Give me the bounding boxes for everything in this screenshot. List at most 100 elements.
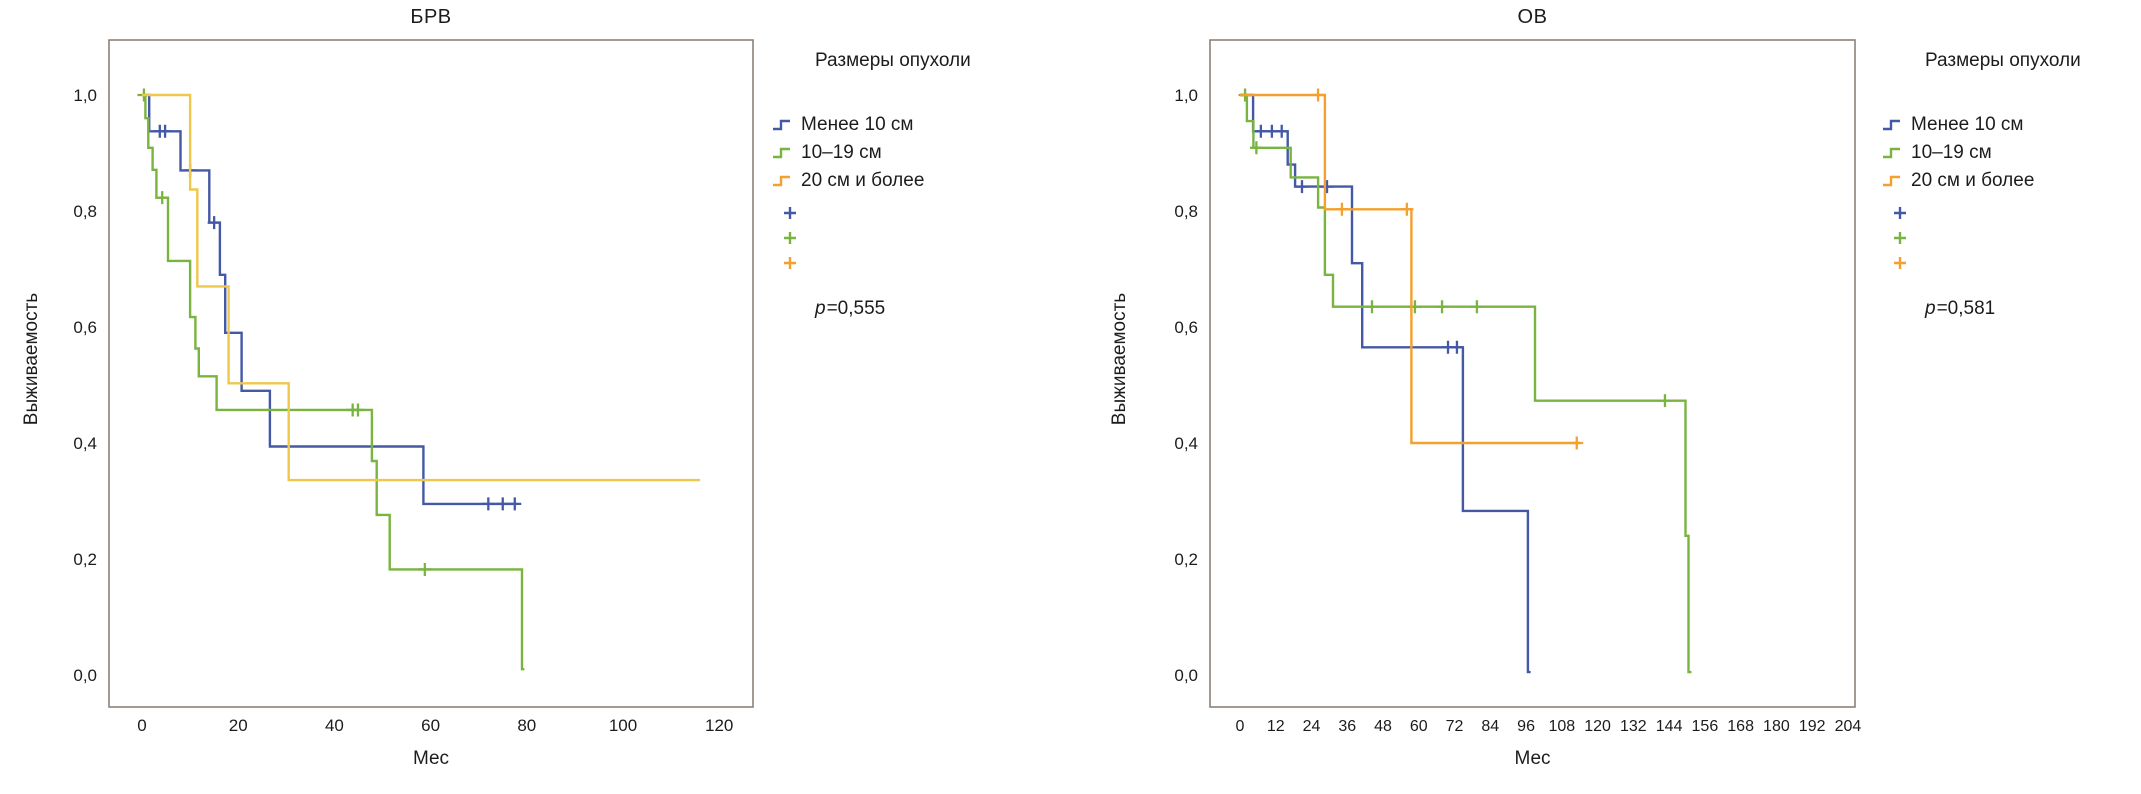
x-tick-label: 192 — [1799, 718, 1826, 735]
x-tick-label: 180 — [1763, 718, 1790, 735]
x-tick-label: 204 — [1835, 718, 1862, 735]
step-line-icon — [773, 175, 790, 187]
x-tick-label: 20 — [229, 716, 248, 735]
censor-mark — [418, 562, 432, 576]
plus-glyph — [784, 232, 796, 244]
x-tick-label: 48 — [1374, 718, 1392, 735]
legend-label: Менее 10 см — [801, 114, 914, 135]
y-tick-label: 0,4 — [73, 434, 97, 453]
legend-label: 20 см и более — [1911, 170, 2035, 191]
y-tick-label: 0,4 — [1174, 434, 1198, 453]
p-symbol: p — [815, 298, 826, 319]
p-number: =0,581 — [1936, 298, 1996, 319]
censor-mark — [1254, 124, 1268, 138]
chart-title-brv: БРВ — [410, 6, 452, 28]
panel-ov: 0 12 24 36 48 60 72 84 96 108 120 132 144 156 168 180 19… — [1076, 0, 2141, 794]
censor-mark — [1311, 88, 1325, 102]
x-tick-label: 80 — [517, 716, 536, 735]
plus-glyph — [1894, 232, 1906, 244]
y-axis-label: Выживаемость — [21, 292, 42, 426]
x-tick-label: 144 — [1656, 718, 1683, 735]
legend-label: 10–19 см — [801, 142, 882, 163]
p-value: p=0,581 — [1925, 298, 1995, 320]
censor-mark-icon — [783, 256, 797, 275]
step-line-icon — [1883, 175, 1900, 187]
censor-mark — [207, 216, 221, 230]
censor-mark-icon — [783, 206, 797, 225]
legend-title: Размеры опухоли — [815, 50, 971, 71]
panel-brv: 0 20 40 60 80 100 120 0,0 0,2 0,4 0,6 0,8 1,0 БРВ Вы… — [21, 6, 1070, 769]
censor-mark — [1450, 340, 1464, 354]
survival-curve — [142, 93, 700, 482]
p-symbol: p — [1925, 298, 1936, 319]
chart-title-ov: ОВ — [1517, 6, 1548, 28]
step-line-icon — [773, 119, 790, 131]
p-value: p=0,555 — [815, 298, 885, 320]
x-tick-label: 36 — [1338, 718, 1356, 735]
km-plot-brv: 0 20 40 60 80 100 120 0,0 0,2 0,4 0,6 0,8 1,0 — [73, 39, 754, 735]
censor-mark — [1435, 300, 1449, 314]
censor-mark — [1365, 300, 1379, 314]
y-tick-label: 0,0 — [73, 666, 97, 685]
x-tick-label: 60 — [421, 716, 440, 735]
step-line-icon — [773, 147, 790, 159]
censor-mark — [1335, 202, 1349, 216]
censor-mark — [155, 191, 169, 205]
legend-ov: Размеры опухоли Менее 10 см 10–19 см 20 … — [1880, 40, 2141, 400]
x-tick-label: 120 — [1584, 718, 1611, 735]
y-tick-label: 1,0 — [1174, 86, 1198, 105]
survival-curve — [1240, 93, 1692, 674]
legend-label: 20 см и более — [801, 170, 925, 191]
x-tick-label: 12 — [1267, 718, 1285, 735]
censor-mark — [1275, 124, 1289, 138]
y-tick-label: 1,0 — [73, 86, 97, 105]
survival-curve — [1240, 93, 1531, 674]
censor-mark — [1658, 394, 1672, 408]
censor-mark — [158, 124, 172, 138]
x-tick-label: 100 — [609, 716, 637, 735]
plus-glyph — [784, 207, 796, 219]
censor-mark — [508, 497, 522, 511]
censor-mark — [351, 403, 365, 417]
legend-brv: Размеры опухоли Менее 10 см 10–19 см 20 … — [770, 40, 1070, 400]
censor-mark-icon — [1893, 206, 1907, 225]
censor-mark — [496, 497, 510, 511]
legend-label: Менее 10 см — [1911, 114, 2024, 135]
y-tick-label: 0,0 — [1174, 666, 1198, 685]
x-tick-label: 108 — [1548, 718, 1575, 735]
legend-item-10-19: 10–19 см — [772, 142, 882, 164]
x-tick-label: 96 — [1517, 718, 1535, 735]
survival-curve — [1240, 93, 1580, 445]
plus-glyph — [1894, 207, 1906, 219]
y-tick-label: 0,6 — [1174, 318, 1198, 337]
y-tick-label: 0,2 — [1174, 550, 1198, 569]
x-tick-label: 24 — [1303, 718, 1321, 735]
x-tick-label: 40 — [325, 716, 344, 735]
p-number: =0,555 — [826, 298, 886, 319]
plot-border — [108, 39, 754, 708]
censor-mark — [1320, 180, 1334, 194]
censor-mark — [481, 497, 495, 511]
x-axis-label: Мес — [1514, 748, 1551, 769]
censor-mark — [1470, 300, 1484, 314]
plus-glyph — [784, 257, 796, 269]
censor-mark-icon — [1893, 231, 1907, 250]
step-glyph — [1883, 175, 1900, 187]
step-glyph — [773, 119, 790, 131]
legend-item-less10: Менее 10 см — [1882, 114, 2024, 136]
y-tick-label: 0,8 — [73, 202, 97, 221]
x-tick-label: 132 — [1620, 718, 1647, 735]
legend-item-10-19: 10–19 см — [1882, 142, 1992, 164]
x-tick-label: 0 — [137, 716, 146, 735]
censor-mark — [1295, 180, 1309, 194]
censor-mark — [1249, 141, 1263, 155]
plus-glyph — [1894, 257, 1906, 269]
plot-border — [1209, 39, 1856, 708]
step-line-icon — [1883, 147, 1900, 159]
x-tick-label: 0 — [1236, 718, 1245, 735]
step-glyph — [773, 147, 790, 159]
step-glyph — [1883, 119, 1900, 131]
x-tick-label: 120 — [705, 716, 733, 735]
censor-mark — [1400, 202, 1414, 216]
